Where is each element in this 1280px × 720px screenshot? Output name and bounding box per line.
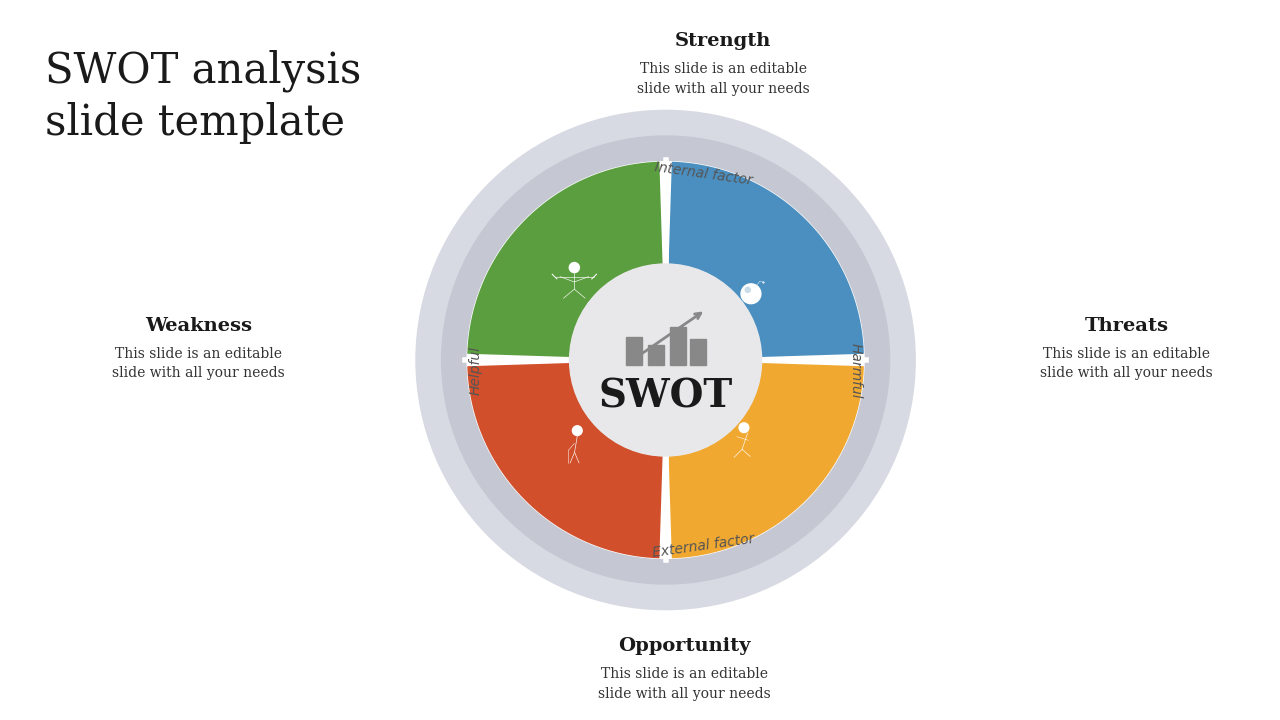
Text: This slide is an editable
slide with all your needs: This slide is an editable slide with all… bbox=[1041, 347, 1212, 380]
Circle shape bbox=[572, 426, 582, 436]
Circle shape bbox=[442, 136, 890, 584]
Text: Helpful: Helpful bbox=[468, 346, 483, 395]
Polygon shape bbox=[668, 162, 864, 357]
Circle shape bbox=[745, 287, 750, 292]
Bar bbox=[626, 337, 641, 365]
Circle shape bbox=[570, 264, 762, 456]
Text: External factor: External factor bbox=[652, 532, 755, 560]
Text: Harmful: Harmful bbox=[849, 343, 863, 398]
Text: Weakness: Weakness bbox=[145, 317, 252, 335]
Polygon shape bbox=[467, 363, 663, 558]
Bar bbox=[648, 345, 663, 365]
Text: Internal factor: Internal factor bbox=[654, 161, 754, 188]
Circle shape bbox=[416, 110, 915, 610]
Circle shape bbox=[739, 423, 749, 433]
Polygon shape bbox=[668, 363, 864, 558]
Text: Opportunity: Opportunity bbox=[618, 637, 751, 655]
Text: This slide is an editable
slide with all your needs: This slide is an editable slide with all… bbox=[599, 667, 771, 701]
Text: SWOT: SWOT bbox=[599, 377, 732, 415]
Text: SWOT analysis
slide template: SWOT analysis slide template bbox=[45, 50, 361, 145]
Text: This slide is an editable
slide with all your needs: This slide is an editable slide with all… bbox=[113, 347, 284, 380]
Circle shape bbox=[741, 284, 760, 304]
Polygon shape bbox=[467, 162, 663, 357]
Bar bbox=[669, 327, 686, 365]
Text: This slide is an editable
slide with all your needs: This slide is an editable slide with all… bbox=[637, 63, 809, 96]
Text: Threats: Threats bbox=[1084, 317, 1169, 335]
Circle shape bbox=[467, 161, 864, 559]
Text: Strength: Strength bbox=[675, 32, 772, 50]
Circle shape bbox=[570, 263, 580, 273]
Bar bbox=[690, 339, 705, 365]
